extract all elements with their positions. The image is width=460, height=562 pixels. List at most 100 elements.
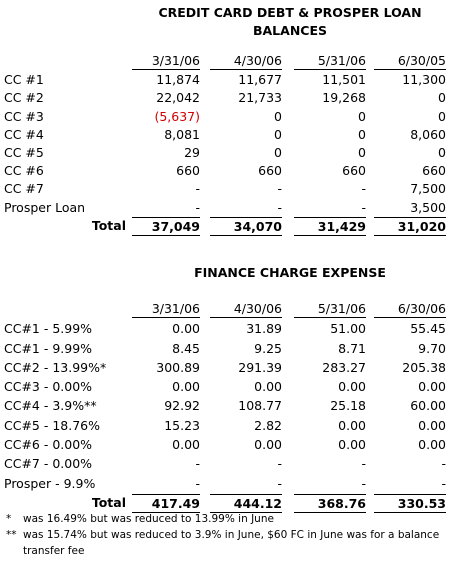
total-cell: 31,020 xyxy=(374,216,446,236)
column-header: 5/31/06 xyxy=(294,53,366,70)
table-cell: 11,300 xyxy=(402,72,446,88)
total-label: Total xyxy=(91,217,126,233)
table-cell: - xyxy=(361,475,366,491)
table-cell: 0 xyxy=(358,144,366,160)
table-cell: 11,677 xyxy=(238,72,282,88)
table-cell: 8.71 xyxy=(338,340,366,356)
row-label: CC#6 - 0.00% xyxy=(4,437,93,453)
balances-title: CREDIT CARD DEBT & PROSPER LOAN BALANCES xyxy=(158,5,422,38)
table-cell: 0 xyxy=(358,126,366,142)
table-cell: 11,501 xyxy=(322,72,366,88)
total-cell: 444.12 xyxy=(210,493,282,513)
row-label: CC #5 xyxy=(4,144,44,160)
table-cell: 9.25 xyxy=(254,340,282,356)
row-label: CC#3 - 0.00% xyxy=(4,379,93,395)
row-label: CC #2 xyxy=(4,90,44,106)
row-label: CC #3 xyxy=(4,108,44,124)
table-cell: 300.89 xyxy=(156,359,200,375)
table-cell: 60.00 xyxy=(410,398,446,414)
table-cell: 0 xyxy=(274,126,282,142)
table-cell: 0 xyxy=(274,144,282,160)
table-cell: 55.45 xyxy=(410,321,446,337)
table-cell: - xyxy=(441,475,446,491)
table-cell: 291.39 xyxy=(238,359,282,375)
table-cell: 0.00 xyxy=(418,379,446,395)
table-cell: - xyxy=(277,475,282,491)
row-label: CC#4 - 3.9%** xyxy=(4,398,97,414)
table-cell: 9.70 xyxy=(418,340,446,356)
table-cell: 0.00 xyxy=(338,417,366,433)
table-cell: - xyxy=(361,199,366,215)
total-cell: 368.76 xyxy=(294,493,366,513)
finance-title: FINANCE CHARGE EXPENSE xyxy=(194,265,386,280)
table-cell: 19,268 xyxy=(322,90,366,106)
table-cell: 0.00 xyxy=(418,417,446,433)
table-cell: 7,500 xyxy=(410,181,446,197)
table-cell: 0 xyxy=(274,108,282,124)
footnote-mark: * xyxy=(6,513,12,525)
row-label: CC #4 xyxy=(4,126,44,142)
footnote-text: was 15.74% but was reduced to 3.9% in Ju… xyxy=(23,529,440,557)
total-cell: 34,070 xyxy=(210,216,282,236)
table-cell: 0 xyxy=(358,108,366,124)
table-cell: 0.00 xyxy=(254,379,282,395)
table-cell: 0 xyxy=(438,90,446,106)
table-cell: - xyxy=(441,456,446,472)
footnote: ** was 15.74% but was reduced to 3.9% in … xyxy=(6,527,446,559)
column-header: 5/31/06 xyxy=(294,301,366,318)
table-cell: (5,637) xyxy=(154,108,200,124)
row-label: CC#2 - 13.99%* xyxy=(4,359,107,375)
total-cell: 31,429 xyxy=(294,216,366,236)
table-cell: 11,874 xyxy=(156,72,200,88)
total-label: Total xyxy=(91,494,126,510)
table-cell: 0 xyxy=(438,144,446,160)
table-cell: 15.23 xyxy=(164,417,200,433)
row-label: CC#7 - 0.00% xyxy=(4,456,93,472)
row-label: CC #7 xyxy=(4,181,44,197)
table-cell: 92.92 xyxy=(164,398,200,414)
table-cell: 0.00 xyxy=(254,437,282,453)
table-cell: 283.27 xyxy=(322,359,366,375)
table-cell: 0.00 xyxy=(172,379,200,395)
table-cell: - xyxy=(361,456,366,472)
table-cell: - xyxy=(195,475,200,491)
table-cell: 0.00 xyxy=(338,437,366,453)
table-cell: - xyxy=(361,181,366,197)
table-cell: - xyxy=(277,456,282,472)
column-header: 6/30/05 xyxy=(374,53,446,70)
table-cell: 22,042 xyxy=(156,90,200,106)
column-header: 3/31/06 xyxy=(132,53,200,70)
footnote-mark: ** xyxy=(6,529,17,541)
table-cell: 31.89 xyxy=(246,321,282,337)
table-cell: 8.45 xyxy=(172,340,200,356)
table-cell: 205.38 xyxy=(402,359,446,375)
table-cell: 0.00 xyxy=(172,437,200,453)
row-label: CC #1 xyxy=(4,72,44,88)
table-cell: - xyxy=(195,456,200,472)
footnote: * was 16.49% but was reduced to 13.99% in… xyxy=(6,511,446,527)
column-header: 6/30/06 xyxy=(374,301,446,318)
table-cell: 660 xyxy=(342,163,366,179)
table-cell: - xyxy=(195,181,200,197)
table-cell: 0 xyxy=(438,108,446,124)
column-header: 4/30/06 xyxy=(210,53,282,70)
row-label: CC #6 xyxy=(4,163,44,179)
table-cell: 660 xyxy=(258,163,282,179)
row-label: Prosper - 9.9% xyxy=(4,475,96,491)
footnote-text: was 16.49% but was reduced to 13.99% in … xyxy=(23,513,274,525)
table-cell: 0.00 xyxy=(338,379,366,395)
table-cell: 0.00 xyxy=(418,437,446,453)
table-cell: 108.77 xyxy=(238,398,282,414)
table-cell: 3,500 xyxy=(410,199,446,215)
table-cell: 8,081 xyxy=(164,126,200,142)
table-cell: 21,733 xyxy=(238,90,282,106)
footnotes: * was 16.49% but was reduced to 13.99% in… xyxy=(6,511,446,559)
table-cell: - xyxy=(195,199,200,215)
table-cell: 2.82 xyxy=(254,417,282,433)
table-cell: - xyxy=(277,199,282,215)
total-cell: 37,049 xyxy=(132,216,200,236)
row-label: CC#5 - 18.76% xyxy=(4,417,101,433)
column-header: 4/30/06 xyxy=(210,301,282,318)
table-cell: 25.18 xyxy=(330,398,366,414)
